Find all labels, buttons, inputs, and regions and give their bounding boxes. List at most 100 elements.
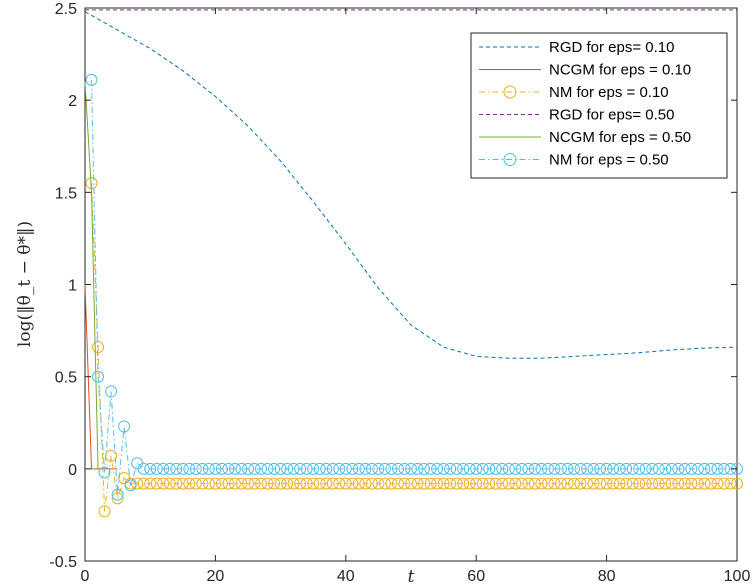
data-point [678, 462, 691, 475]
data-point [170, 462, 183, 475]
data-point [626, 477, 639, 490]
data-point [633, 462, 646, 475]
data-point [665, 462, 678, 475]
data-point [189, 477, 202, 490]
data-point [502, 462, 515, 475]
data-point [587, 477, 600, 490]
x-tick-label: 40 [337, 568, 355, 585]
data-point [176, 462, 189, 475]
data-point [659, 477, 672, 490]
data-point [183, 477, 196, 490]
data-point [313, 477, 326, 490]
data-point [496, 477, 509, 490]
data-point [235, 462, 248, 475]
data-point [326, 477, 339, 490]
data-point [574, 462, 587, 475]
data-point [418, 477, 431, 490]
data-point [248, 462, 261, 475]
data-point [209, 462, 222, 475]
data-point [281, 462, 294, 475]
data-point [704, 477, 717, 490]
data-point [391, 462, 404, 475]
data-point [352, 462, 365, 475]
data-point [489, 462, 502, 475]
data-point [515, 477, 528, 490]
data-point [157, 462, 170, 475]
data-point [535, 477, 548, 490]
data-point [646, 462, 659, 475]
legend-marker [503, 153, 517, 166]
data-point [476, 462, 489, 475]
data-point [613, 477, 626, 490]
y-tick-label: 1.5 [55, 185, 77, 202]
data-point [196, 462, 209, 475]
data-point [607, 462, 620, 475]
data-point [294, 462, 307, 475]
data-point [359, 462, 372, 475]
data-point [268, 462, 281, 475]
data-point [561, 477, 574, 490]
series-ncgm_050 [84, 81, 99, 469]
data-point [287, 477, 300, 490]
data-point [646, 477, 659, 490]
data-point [633, 477, 646, 490]
data-point [215, 462, 228, 475]
data-point [691, 462, 704, 475]
data-point [600, 477, 613, 490]
data-point [385, 477, 398, 490]
data-point [639, 462, 652, 475]
data-point [652, 477, 665, 490]
series-line [84, 81, 99, 469]
data-point [509, 462, 522, 475]
data-point [261, 462, 274, 475]
data-point [594, 462, 607, 475]
data-point [144, 477, 157, 490]
data-point [431, 462, 444, 475]
data-point [196, 477, 209, 490]
data-point [411, 462, 424, 475]
legend-label: NM for eps = 0.50 [549, 152, 669, 169]
data-point [528, 462, 541, 475]
data-point [424, 462, 437, 475]
data-point [300, 462, 313, 475]
data-point [437, 462, 450, 475]
data-point [372, 477, 385, 490]
data-point [600, 462, 613, 475]
data-point [385, 462, 398, 475]
data-point [144, 462, 157, 475]
data-point [502, 477, 515, 490]
data-point [724, 477, 737, 490]
data-point [320, 477, 333, 490]
data-point [92, 341, 105, 354]
data-point [581, 462, 594, 475]
data-point [163, 462, 176, 475]
data-point [359, 477, 372, 490]
data-point [313, 462, 326, 475]
data-point [457, 477, 470, 490]
data-point [659, 462, 672, 475]
data-point [437, 477, 450, 490]
data-point [222, 477, 235, 490]
data-point [554, 462, 567, 475]
data-point [209, 477, 222, 490]
data-point [398, 477, 411, 490]
series-nm_010 [85, 177, 743, 518]
data-point [489, 477, 502, 490]
data-point [418, 462, 431, 475]
data-point [391, 477, 404, 490]
data-point [255, 462, 268, 475]
data-point [307, 462, 320, 475]
x-axis-title: t [408, 567, 415, 586]
series-line [84, 284, 118, 470]
data-point [274, 477, 287, 490]
data-point [111, 492, 124, 505]
data-point [326, 462, 339, 475]
data-point [424, 477, 437, 490]
data-point [685, 477, 698, 490]
data-point [307, 477, 320, 490]
data-point [548, 477, 561, 490]
data-point [111, 488, 124, 501]
data-point [242, 477, 254, 490]
data-point [685, 462, 698, 475]
